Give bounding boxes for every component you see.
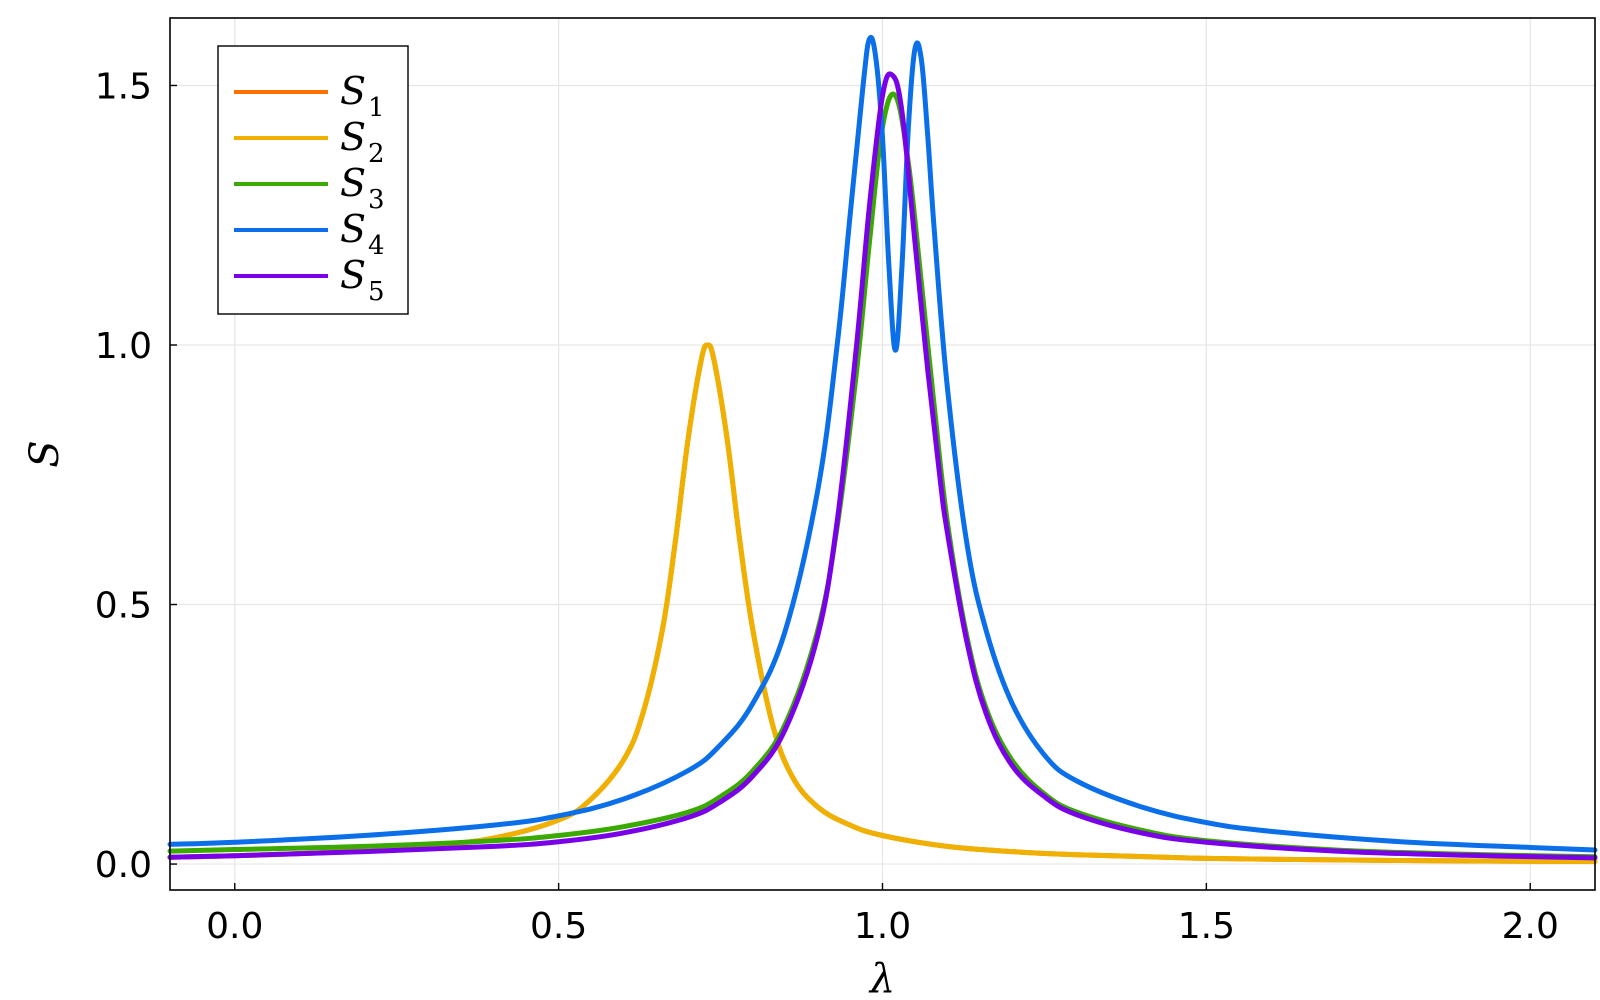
x-axis: 0.0 0.5 1.0 1.5 2.0 — [206, 883, 1559, 947]
x-tick-label: 0.5 — [530, 906, 587, 947]
legend-label-subscript: 3 — [368, 185, 385, 215]
y-tick-label: 0.0 — [95, 845, 152, 886]
legend-label-subscript: 2 — [368, 139, 385, 169]
y-axis-label: S — [22, 440, 68, 467]
x-tick-label: 1.0 — [854, 906, 911, 947]
series-line-s4 — [167, 35, 1598, 853]
x-tick-label: 0.0 — [206, 906, 263, 947]
legend-label-subscript: 1 — [368, 93, 385, 123]
x-tick-label: 2.0 — [1502, 906, 1559, 947]
y-tick-label: 0.5 — [95, 586, 152, 627]
y-tick-label: 1.0 — [95, 326, 152, 367]
legend-box — [217, 45, 409, 315]
y-axis: 0.0 0.5 1.0 1.5 — [95, 66, 177, 886]
series-line-s5 — [167, 71, 1598, 861]
series-line-s3 — [167, 91, 1598, 860]
series-lines — [167, 35, 1598, 864]
legend-label-subscript: 5 — [368, 277, 385, 307]
series-line-s2 — [167, 342, 1598, 864]
legend-label-subscript: 4 — [368, 231, 385, 261]
y-tick-label: 1.5 — [95, 66, 152, 107]
x-tick-label: 1.5 — [1178, 906, 1235, 947]
x-axis-label: λ — [868, 956, 895, 1000]
